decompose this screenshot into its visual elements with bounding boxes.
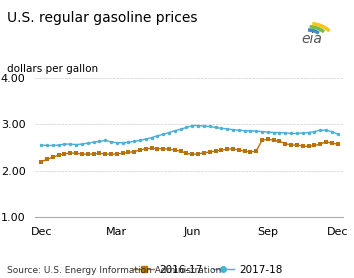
Legend: 2016-17, 2017-18: 2016-17, 2017-18 [129,261,287,278]
Text: dollars per gallon: dollars per gallon [7,64,98,74]
Text: Source: U.S. Energy Information Administration: Source: U.S. Energy Information Administ… [7,266,221,275]
Text: U.S. regular gasoline prices: U.S. regular gasoline prices [7,11,198,25]
Text: eia: eia [301,32,322,46]
